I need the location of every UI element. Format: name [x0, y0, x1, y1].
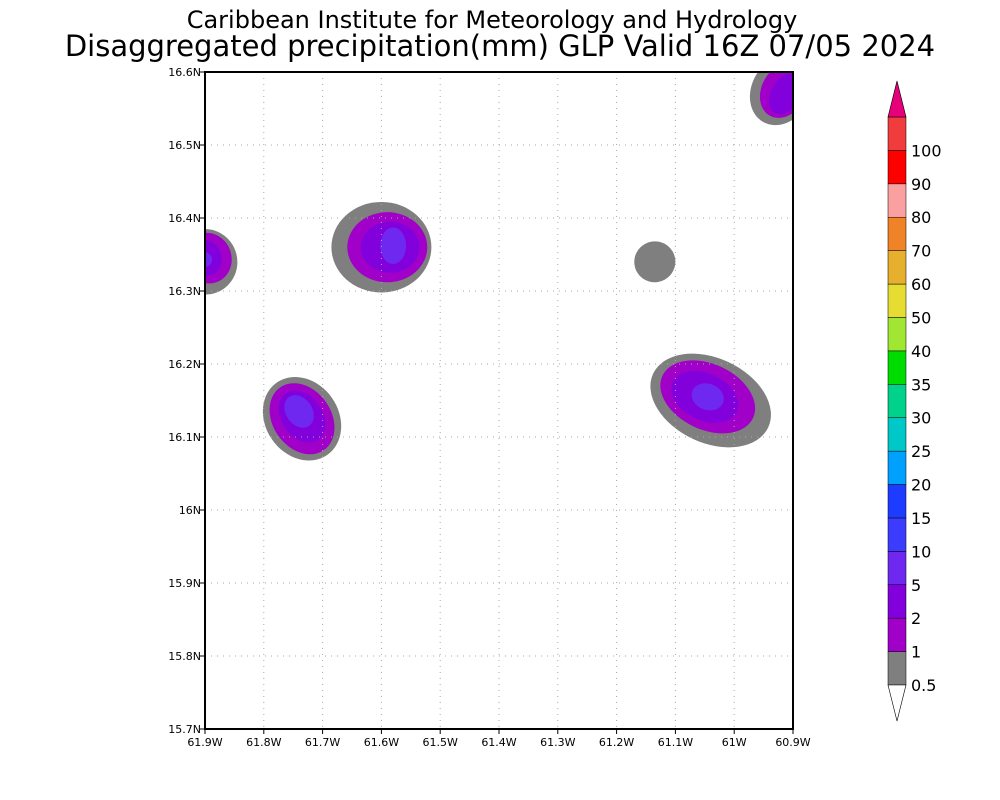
colorbar-swatch: [887, 417, 907, 452]
colorbar-label: 10: [911, 542, 931, 561]
y-tick-label: 15.8N: [168, 650, 201, 663]
x-tick-label: 61.2W: [599, 736, 634, 749]
colorbar-label: 15: [911, 509, 931, 528]
colorbar-swatch: [887, 216, 907, 251]
precip-cell: [205, 240, 222, 277]
colorbar-label: 2: [911, 609, 921, 628]
y-tick-label: 15.7N: [168, 723, 201, 736]
precip-cells: [205, 72, 793, 461]
colorbar-swatch: [887, 517, 907, 552]
colorbar-swatch: [887, 350, 907, 385]
colorbar-swatch: [887, 317, 907, 352]
colorbar-label: 40: [911, 342, 931, 361]
colorbar-min-arrow: [887, 684, 907, 722]
y-tick-label: 16.2N: [168, 358, 201, 371]
y-tick-label: 15.9N: [168, 577, 201, 590]
colorbar-label: 80: [911, 208, 931, 227]
colorbar-label: 50: [911, 308, 931, 327]
colorbar-max-arrow: [887, 80, 907, 118]
colorbar-label: 35: [911, 375, 931, 394]
x-tick-label: 61.9W: [187, 736, 222, 749]
colorbar-label: 1: [911, 643, 921, 662]
colorbar-swatch: [887, 116, 907, 151]
colorbar-label: 100: [911, 141, 942, 160]
colorbar-swatch: [887, 150, 907, 185]
colorbar-swatch: [887, 584, 907, 619]
x-tick-label: 61.5W: [423, 736, 458, 749]
colorbar-swatch: [887, 551, 907, 586]
colorbar-swatch: [887, 283, 907, 318]
x-tick-label: 61.3W: [540, 736, 575, 749]
y-tick-label: 16.4N: [168, 212, 201, 225]
colorbar-label: 90: [911, 175, 931, 194]
colorbar-label: 20: [911, 476, 931, 495]
colorbar-swatch: [887, 183, 907, 218]
y-tick-label: 16.1N: [168, 431, 201, 444]
colorbar-swatch: [887, 484, 907, 519]
x-tick-label: 61W: [722, 736, 747, 749]
x-tick-label: 61.6W: [364, 736, 399, 749]
map-title: Disaggregated precipitation(mm) GLP Vali…: [65, 29, 935, 63]
institute-title: Caribbean Institute for Meteorology and …: [187, 6, 798, 34]
x-tick-label: 61.8W: [246, 736, 281, 749]
x-tick-label: 61.1W: [658, 736, 693, 749]
colorbar-label: 30: [911, 409, 931, 428]
x-tick-label: 61.4W: [481, 736, 516, 749]
precip-cell: [205, 252, 213, 267]
precip-cell: [284, 395, 314, 428]
y-tick-label: 16N: [179, 504, 201, 517]
x-axis: 61.9W 61.8W 61.7W 61.6W 61.5W 61.4W 61.3W 61.2W…: [187, 729, 811, 749]
colorbar-label: 70: [911, 242, 931, 261]
colorbar-swatch: [887, 250, 907, 285]
colorbar-label: 25: [911, 442, 931, 461]
y-tick-label: 16.3N: [168, 285, 201, 298]
y-tick-label: 16.6N: [168, 66, 201, 79]
colorbar-swatch: [887, 450, 907, 485]
x-tick-label: 60.9W: [775, 736, 810, 749]
colorbar-label: 60: [911, 275, 931, 294]
precip-cell: [380, 227, 407, 264]
precip-cell: [634, 241, 676, 283]
colorbar-label: 0.5: [911, 676, 936, 695]
x-tick-label: 61.7W: [305, 736, 340, 749]
precip-cell: [769, 73, 793, 115]
y-axis: 15.7N 15.8N 15.9N 16N 16.1N 16.2N 16.3N 16.4N 16…: [168, 66, 205, 736]
colorbar-swatch: [887, 651, 907, 686]
precip-cell: [691, 383, 724, 411]
y-tick-label: 16.5N: [168, 139, 201, 152]
colorbar-swatch: [887, 384, 907, 418]
colorbar-label: 5: [911, 576, 921, 595]
grid-lines: [205, 72, 793, 729]
colorbar-swatch: [887, 617, 907, 652]
